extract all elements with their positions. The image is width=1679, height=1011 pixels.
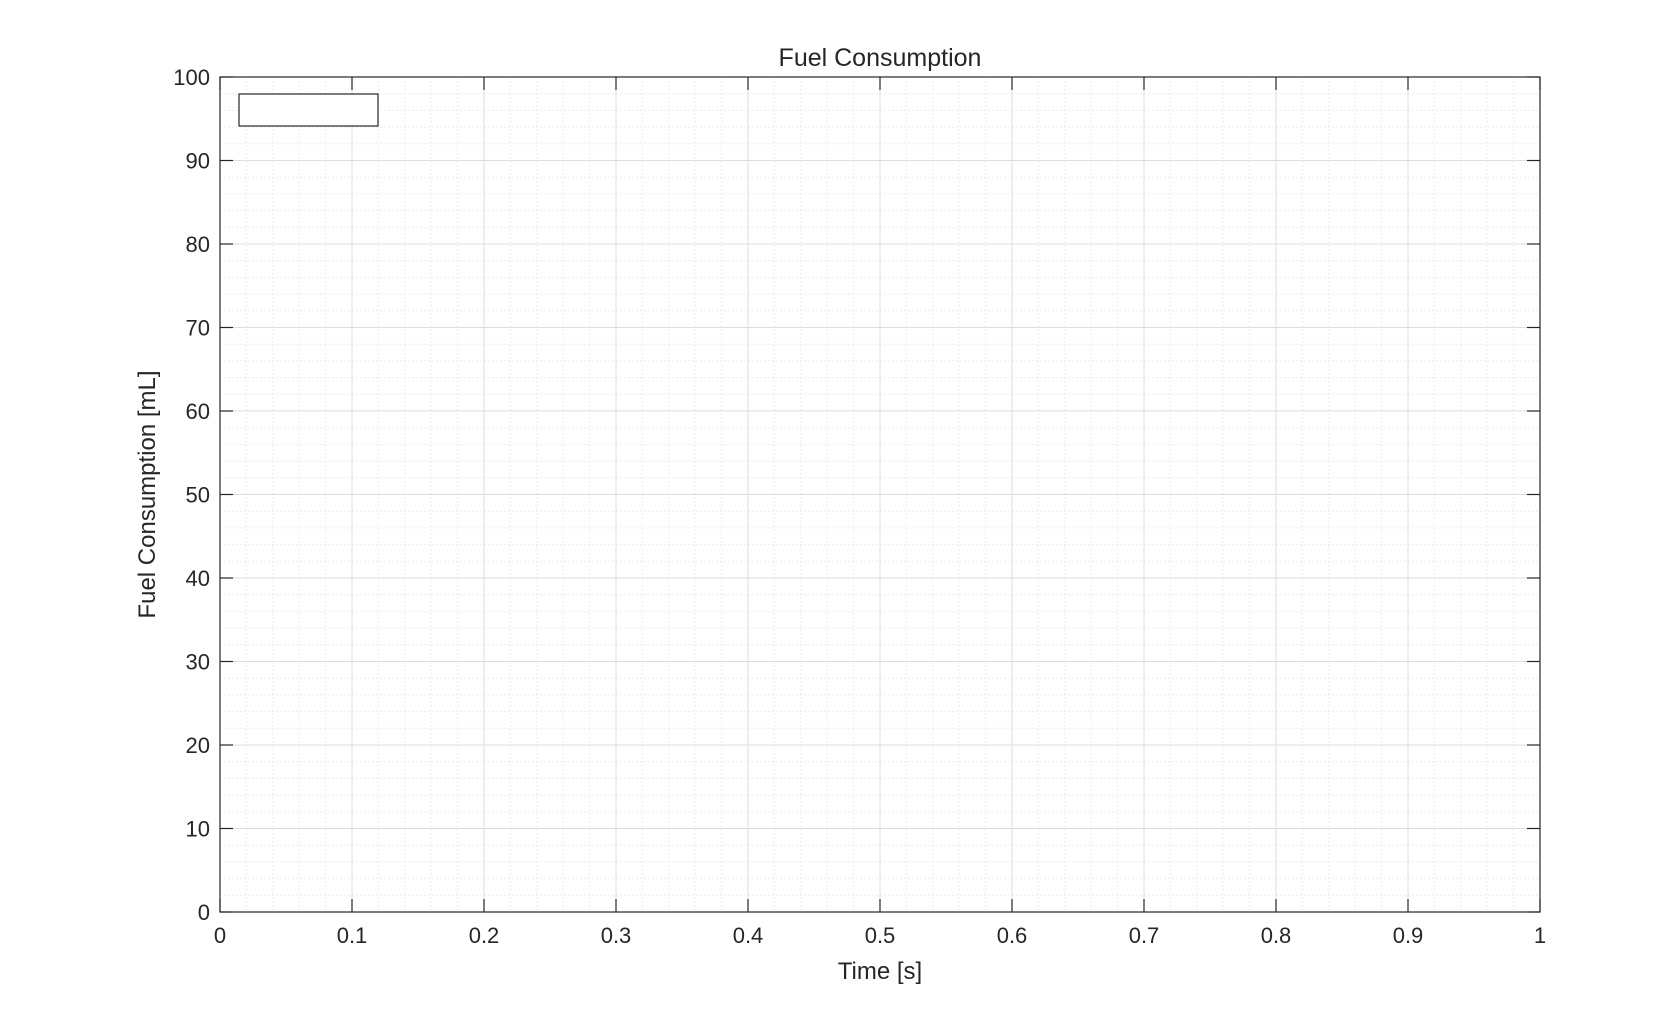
y-tick-label: 60 <box>186 399 210 424</box>
x-tick-label: 0.5 <box>865 923 896 948</box>
x-tick-label: 0.3 <box>601 923 632 948</box>
y-tick-label: 20 <box>186 733 210 758</box>
y-tick-label: 100 <box>173 65 210 90</box>
axis-ticks <box>219 76 1541 913</box>
x-axis-title: Time [s] <box>838 958 922 985</box>
y-tick-label: 80 <box>186 232 210 257</box>
x-tick-label: 0.8 <box>1261 923 1292 948</box>
legend-box <box>238 93 379 127</box>
y-tick-label: 10 <box>186 817 210 842</box>
x-tick-label: 1 <box>1534 923 1546 948</box>
x-tick-label: 0.6 <box>997 923 1028 948</box>
y-tick-label: 90 <box>186 149 210 174</box>
y-tick-label: 0 <box>198 900 210 925</box>
major-grid <box>220 77 1540 912</box>
y-tick-label: 50 <box>186 483 210 508</box>
x-tick-labels: 0 0.1 0.2 0.3 0.4 0.5 0.6 0.7 0.8 0.9 1 <box>214 923 1546 948</box>
y-tick-labels: 0 10 20 30 40 50 60 70 80 90 100 <box>173 65 210 925</box>
x-tick-label: 0.1 <box>337 923 368 948</box>
x-tick-label: 0 <box>214 923 226 948</box>
y-tick-label: 70 <box>186 316 210 341</box>
y-tick-label: 30 <box>186 650 210 675</box>
x-tick-label: 0.7 <box>1129 923 1160 948</box>
y-axis-title: Fuel Consumption [mL] <box>134 370 161 618</box>
chart-title: Fuel Consumption <box>779 44 982 72</box>
x-tick-label: 0.9 <box>1393 923 1424 948</box>
y-tick-label: 40 <box>186 566 210 591</box>
x-tick-label: 0.4 <box>733 923 764 948</box>
x-tick-label: 0.2 <box>469 923 500 948</box>
